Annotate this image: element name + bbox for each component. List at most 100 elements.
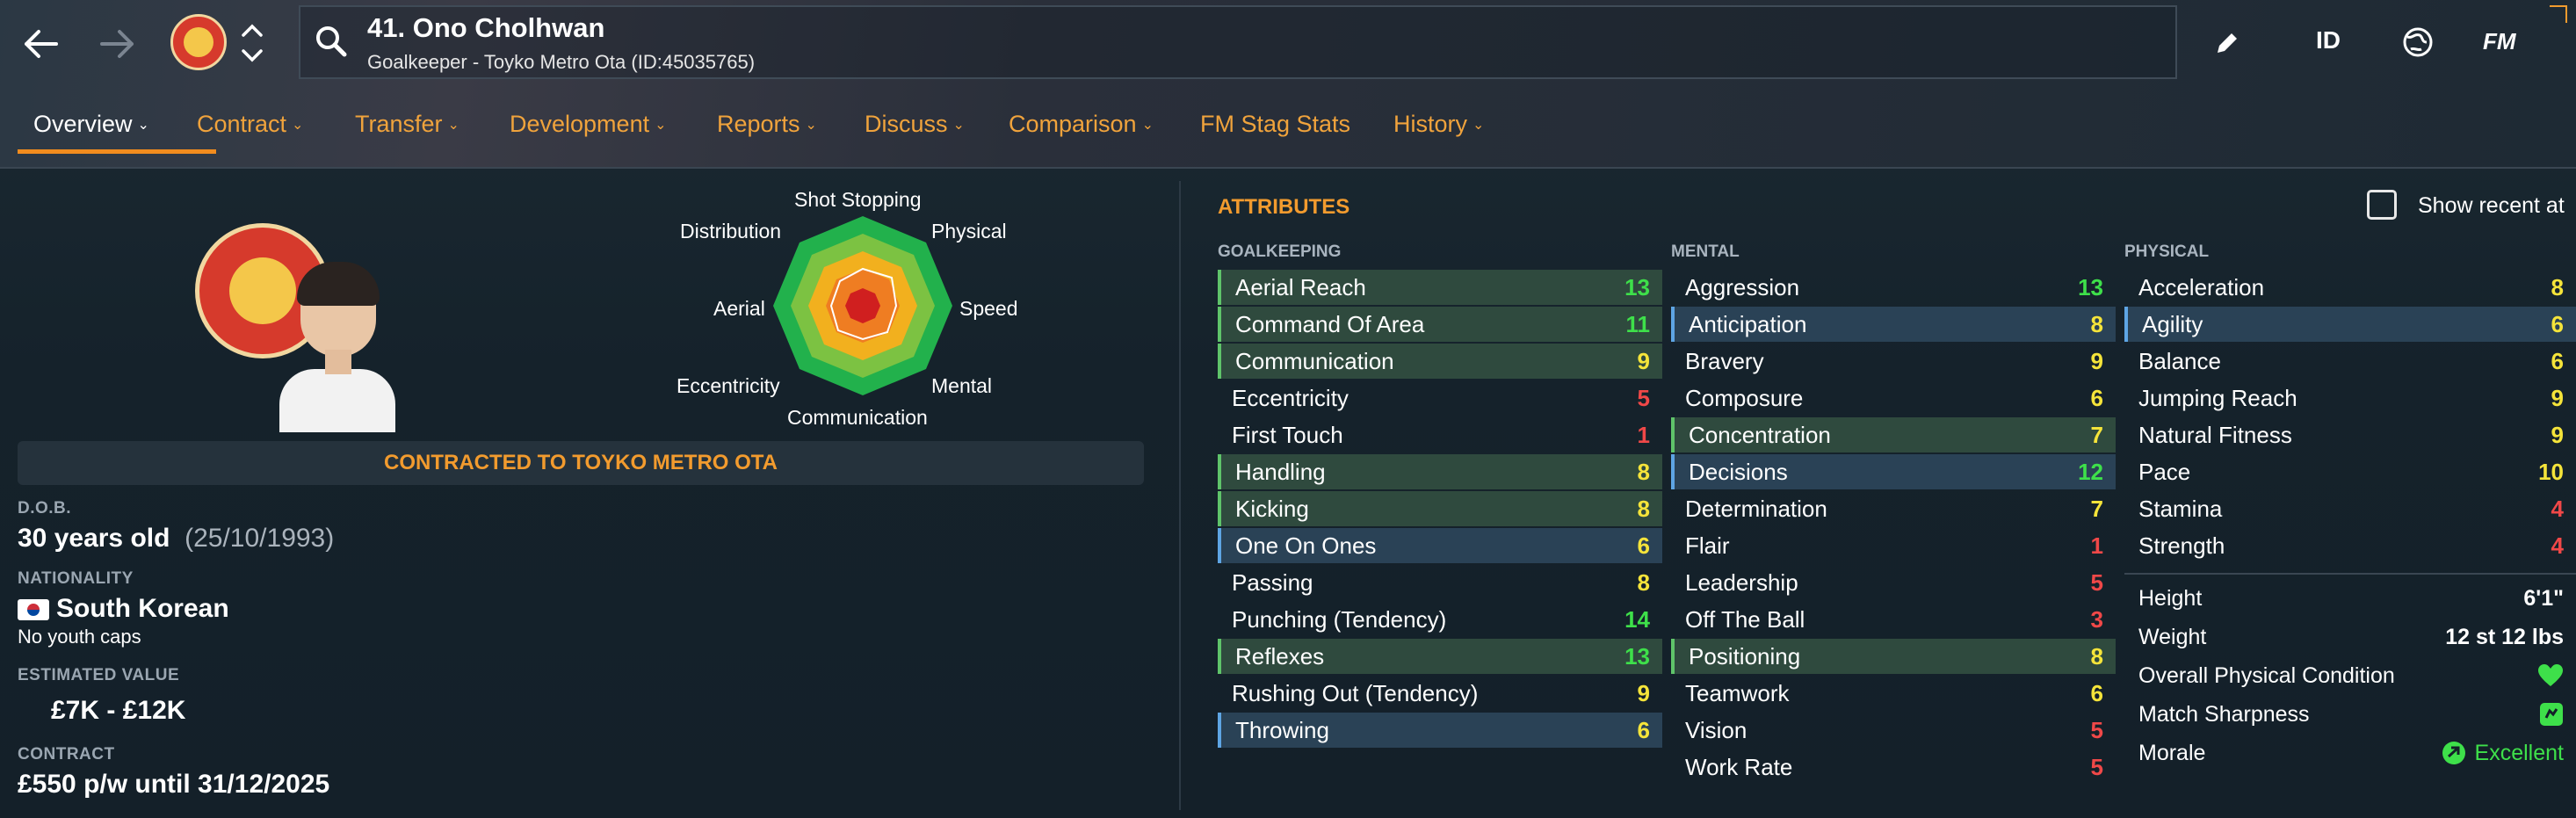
player-switch-arrows[interactable] — [239, 19, 265, 71]
attr-value: 3 — [2090, 605, 2103, 633]
attr-off-the-ball[interactable]: Off The Ball 3 — [1671, 602, 2116, 637]
attr-aggression[interactable]: Aggression 13 — [1671, 270, 2116, 305]
attr-vision[interactable]: Vision 5 — [1671, 713, 2116, 748]
attr-strength[interactable]: Strength 4 — [2124, 528, 2576, 563]
tab-fm-stag-stats[interactable]: FM Stag Stats — [1200, 111, 1350, 138]
chevron-down-icon: ⌄ — [655, 117, 667, 133]
show-recent-label[interactable]: Show recent at — [2418, 193, 2565, 218]
height-value: 6'1" — [2523, 585, 2564, 611]
attr-jumping-reach[interactable]: Jumping Reach 9 — [2124, 380, 2576, 416]
attr-name: Natural Fitness — [2138, 421, 2292, 448]
arrow-right-icon — [100, 30, 134, 58]
contract-value[interactable]: £550 p/w until 31/12/2025 — [18, 770, 330, 799]
attr-rushing-out[interactable]: Rushing Out (Tendency) 9 — [1218, 676, 1662, 711]
attr-passing[interactable]: Passing 8 — [1218, 565, 1662, 600]
mental-heading: MENTAL — [1671, 243, 1740, 261]
weight-row: Weight 12 st 12 lbs — [2124, 619, 2576, 655]
attr-command-of-area[interactable]: Command Of Area 11 — [1218, 307, 1662, 342]
fm-logo[interactable]: FM — [2483, 28, 2516, 54]
radar-label-physical: Physical — [931, 220, 1007, 243]
attr-concentration[interactable]: Concentration 7 — [1671, 417, 2116, 452]
show-recent-checkbox[interactable] — [2367, 190, 2397, 220]
tab-reports[interactable]: Reports ⌄ — [717, 111, 817, 138]
back-button[interactable] — [16, 19, 65, 69]
attr-name: Aerial Reach — [1235, 273, 1366, 300]
forward-button[interactable] — [93, 19, 142, 69]
attr-name: One On Ones — [1235, 532, 1377, 559]
attr-agility[interactable]: Agility 6 — [2124, 307, 2576, 342]
attr-work-rate[interactable]: Work Rate 5 — [1671, 749, 2116, 785]
heart-icon — [2538, 664, 2563, 686]
attr-throwing[interactable]: Throwing 6 — [1218, 713, 1662, 748]
attr-composure[interactable]: Composure 6 — [1671, 380, 2116, 416]
tab-development[interactable]: Development ⌄ — [510, 111, 667, 138]
attr-name: Jumping Reach — [2138, 384, 2297, 411]
attr-determination[interactable]: Determination 7 — [1671, 491, 2116, 526]
tab-transfer[interactable]: Transfer ⌄ — [355, 111, 459, 138]
tab-discuss[interactable]: Discuss ⌄ — [865, 111, 965, 138]
tab-overview[interactable]: Overview ⌄ — [33, 111, 149, 138]
weight-label: Weight — [2138, 624, 2207, 649]
attr-pace[interactable]: Pace 10 — [2124, 454, 2576, 489]
attr-punching[interactable]: Punching (Tendency) 14 — [1218, 602, 1662, 637]
attr-value: 10 — [2538, 458, 2564, 485]
attr-decisions[interactable]: Decisions 12 — [1671, 454, 2116, 489]
attr-bravery[interactable]: Bravery 9 — [1671, 344, 2116, 379]
attr-eccentricity[interactable]: Eccentricity 5 — [1218, 380, 1662, 416]
attr-name: Anticipation — [1689, 310, 1807, 337]
attr-value: 8 — [1637, 568, 1650, 596]
attr-one-on-ones[interactable]: One On Ones 6 — [1218, 528, 1662, 563]
attr-name: Bravery — [1685, 347, 1764, 374]
korea-flag-icon — [18, 599, 49, 620]
tab-comparison[interactable]: Comparison ⌄ — [1009, 111, 1154, 138]
club-badge[interactable] — [170, 14, 227, 70]
attr-leadership[interactable]: Leadership 5 — [1671, 565, 2116, 600]
attr-acceleration[interactable]: Acceleration 8 — [2124, 270, 2576, 305]
edit-button[interactable] — [2212, 28, 2242, 62]
attr-communication[interactable]: Communication 9 — [1218, 344, 1662, 379]
radar-label-communication: Communication — [787, 406, 928, 429]
attr-name: Balance — [2138, 347, 2221, 374]
birth-date: (25/10/1993) — [185, 524, 335, 553]
tab-history[interactable]: History ⌄ — [1393, 111, 1484, 138]
attr-handling[interactable]: Handling 8 — [1218, 454, 1662, 489]
attr-name: Kicking — [1235, 495, 1309, 522]
attr-stamina[interactable]: Stamina 4 — [2124, 491, 2576, 526]
attr-anticipation[interactable]: Anticipation 8 — [1671, 307, 2116, 342]
attr-kicking[interactable]: Kicking 8 — [1218, 491, 1662, 526]
radar-label-aerial: Aerial — [713, 297, 765, 320]
attr-flair[interactable]: Flair 1 — [1671, 528, 2116, 563]
attr-aerial-reach[interactable]: Aerial Reach 13 — [1218, 270, 1662, 305]
contract-label: CONTRACT — [18, 745, 115, 764]
attr-value: 1 — [2090, 532, 2103, 559]
attr-positioning[interactable]: Positioning 8 — [1671, 639, 2116, 674]
attr-value: 5 — [2090, 753, 2103, 780]
value-label: ESTIMATED VALUE — [18, 666, 180, 684]
attr-value: 12 — [2078, 458, 2103, 485]
attr-name: Eccentricity — [1232, 384, 1349, 411]
attr-name: Handling — [1235, 458, 1326, 485]
attr-value: 8 — [2090, 310, 2103, 337]
physical-condition-row[interactable]: Overall Physical Condition — [2124, 657, 2576, 694]
attr-value: 13 — [2078, 273, 2103, 300]
tab-label: History — [1393, 111, 1468, 137]
morale-row[interactable]: Morale Excellent — [2124, 735, 2576, 771]
dob-label: D.O.B. — [18, 499, 72, 518]
header-bar — [0, 0, 2576, 169]
nationality-value[interactable]: South Korean — [56, 594, 229, 623]
attr-natural-fitness[interactable]: Natural Fitness 9 — [2124, 417, 2576, 452]
radar-player-shape — [829, 267, 898, 341]
attr-reflexes[interactable]: Reflexes 13 — [1218, 639, 1662, 674]
match-sharpness-row[interactable]: Match Sharpness — [2124, 696, 2576, 733]
tab-contract[interactable]: Contract ⌄ — [197, 111, 303, 138]
search-box[interactable] — [299, 5, 2177, 79]
club-badge-mascot — [184, 27, 213, 57]
attr-first-touch[interactable]: First Touch 1 — [1218, 417, 1662, 452]
globe-button[interactable] — [2400, 25, 2435, 64]
attr-name: Vision — [1685, 716, 1747, 743]
id-button[interactable]: ID — [2316, 26, 2341, 54]
attr-balance[interactable]: Balance 6 — [2124, 344, 2576, 379]
attr-name: Positioning — [1689, 642, 1801, 670]
tab-label: FM Stag Stats — [1200, 111, 1351, 137]
attr-teamwork[interactable]: Teamwork 6 — [1671, 676, 2116, 711]
